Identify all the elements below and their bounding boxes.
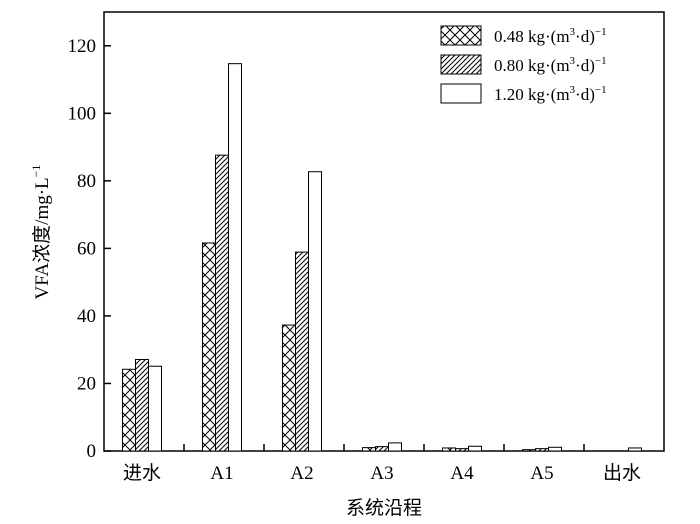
legend-label: 0.48 kg·(m3·d)−1 <box>494 26 607 46</box>
bar-blank-4 <box>468 445 482 452</box>
x-tick-label: 出水 <box>603 462 641 484</box>
bar-blank-0 <box>148 365 162 452</box>
bar-blank-6 <box>628 447 642 452</box>
bar-crosshatch-4 <box>442 447 456 452</box>
y-tick-label: 120 <box>68 36 97 57</box>
bar-crosshatch-5 <box>522 449 536 452</box>
x-tick-label: A3 <box>370 463 393 484</box>
bar-crosshatch-2 <box>282 324 296 452</box>
legend-swatch-crosshatch <box>440 25 482 46</box>
y-axis-title-main: VFA浓度/mg·L <box>31 177 53 299</box>
y-tick-label: 0 <box>87 441 97 462</box>
x-tick-label: A5 <box>530 463 553 484</box>
x-tick-label: A2 <box>290 463 313 484</box>
y-tick-label: 100 <box>68 103 97 124</box>
legend-swatch-blank <box>440 83 482 104</box>
bar-diagonal-4 <box>455 448 469 452</box>
y-axis-title: VFA浓度/mg·L−1 <box>29 165 53 300</box>
x-tick-label: A1 <box>210 463 233 484</box>
y-tick-label: 60 <box>77 238 96 259</box>
y-axis: 0 20 40 60 80 100 120 <box>68 36 111 462</box>
x-axis-title: 系统沿程 <box>346 497 422 519</box>
bar-blank-5 <box>548 446 562 452</box>
y-tick-label: 40 <box>77 306 96 327</box>
plot-frame <box>103 11 665 452</box>
x-axis: 进水 A1 A2 A3 A4 A5 出水 <box>123 444 641 484</box>
legend: 0.48 kg·(m3·d)−1 0.80 kg·(m3·d)−1 1.20 kg·… <box>440 25 607 104</box>
bar-diagonal-2 <box>295 251 309 452</box>
bar-crosshatch-1 <box>202 242 216 452</box>
bar-blank-1 <box>228 63 242 452</box>
bar-crosshatch-3 <box>362 447 376 452</box>
bar-diagonal-3 <box>375 446 389 452</box>
y-tick-label: 80 <box>77 171 96 192</box>
bar-crosshatch-0 <box>122 368 136 452</box>
x-tick-label: A4 <box>450 463 474 484</box>
bar-blank-2 <box>308 171 322 452</box>
bar-blank-3 <box>388 442 402 452</box>
bars <box>122 63 642 452</box>
y-tick-label: 20 <box>77 373 96 394</box>
legend-swatch-diagonal <box>440 54 482 75</box>
bar-diagonal-1 <box>215 154 229 452</box>
x-tick-label: 进水 <box>123 462 161 484</box>
legend-label: 1.20 kg·(m3·d)−1 <box>494 84 607 104</box>
bar-diagonal-0 <box>135 358 149 452</box>
y-axis-title-sup: −1 <box>29 165 43 178</box>
bar-diagonal-5 <box>535 448 549 452</box>
legend-label: 0.80 kg·(m3·d)−1 <box>494 55 607 75</box>
